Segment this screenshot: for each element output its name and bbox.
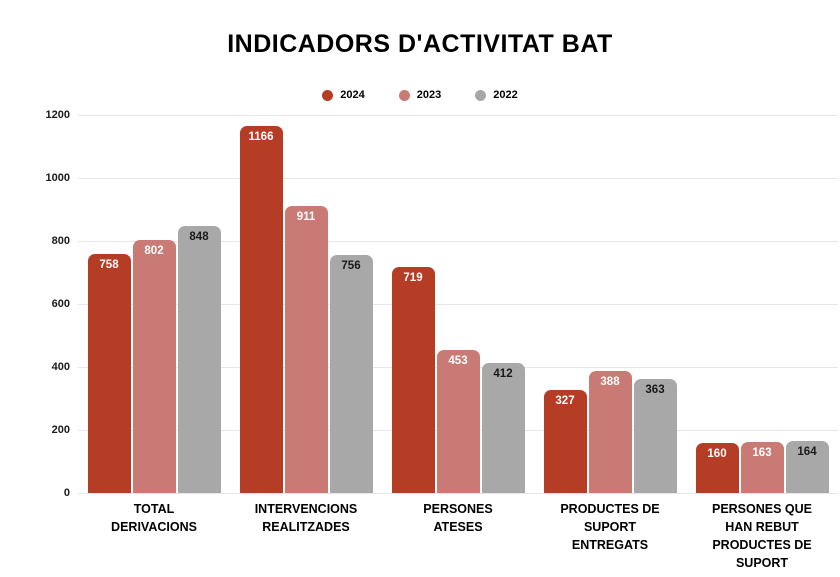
legend-swatch-icon — [398, 89, 410, 101]
bar-value-label: 848 — [189, 231, 209, 243]
legend-label: 2022 — [493, 89, 518, 101]
legend-item-2023: 2023 — [398, 89, 442, 101]
bar-value-label: 756 — [341, 260, 361, 272]
legend-label: 2024 — [340, 89, 365, 101]
legend-swatch-icon — [322, 89, 334, 101]
bar-2024: 758 — [87, 254, 131, 493]
x-axis-category-label: TOTAL DERIVACIONS — [111, 502, 197, 534]
bar-2023: 911 — [284, 206, 328, 493]
y-axis-tick-label: 800 — [51, 235, 70, 247]
bar-2022: 164 — [785, 441, 829, 493]
bar-2024: 1166 — [239, 126, 283, 493]
bar-group: 1166 911 756 — [230, 126, 382, 493]
gridline — [78, 241, 838, 242]
y-axis-tick-label: 0 — [63, 487, 70, 499]
bar-value-label: 719 — [403, 272, 423, 284]
bar-value-label: 453 — [448, 355, 468, 367]
bar-2024: 327 — [543, 390, 587, 493]
legend-item-2022: 2022 — [475, 89, 518, 101]
bar-2022: 756 — [329, 255, 373, 493]
y-axis-tick-label: 400 — [51, 361, 70, 373]
bar-value-label: 327 — [555, 395, 575, 407]
y-axis-tick-label: 1000 — [45, 172, 70, 184]
bar-2022: 363 — [633, 379, 677, 493]
bar-2023: 163 — [740, 442, 784, 493]
bar-value-label: 163 — [752, 447, 772, 459]
bar-2024: 160 — [695, 443, 739, 493]
gridline — [78, 178, 838, 179]
legend-label: 2023 — [416, 89, 442, 101]
bar-group: 719 453 412 — [382, 267, 534, 493]
bar-2023: 802 — [132, 240, 176, 493]
bar-value-label: 758 — [99, 259, 119, 271]
bar-2022: 848 — [177, 226, 221, 493]
gridline — [78, 493, 838, 494]
bar-value-label: 802 — [144, 245, 164, 257]
x-axis-category-label: INTERVENCIONS REALITZADES — [254, 502, 358, 534]
bar-2023: 388 — [588, 371, 632, 493]
x-axis-category-label: PERSONES QUE HAN REBUT PRODUCTES DE SUPO… — [711, 502, 813, 570]
legend-swatch-icon — [475, 89, 487, 101]
bar-value-label: 412 — [493, 368, 513, 380]
bar-value-label: 1166 — [248, 131, 274, 143]
y-axis-tick-label: 200 — [51, 424, 70, 436]
legend-item-2024: 2024 — [322, 89, 365, 101]
bar-value-label: 160 — [707, 448, 727, 460]
bar-2024: 719 — [391, 267, 435, 493]
bar-group: 327 388 363 — [534, 371, 686, 493]
bar-value-label: 388 — [600, 376, 620, 388]
y-axis-tick-label: 600 — [51, 298, 70, 310]
bar-value-label: 363 — [645, 384, 665, 396]
chart-legend: 2024 2023 2022 — [0, 89, 840, 101]
x-axis-category-label: PRODUCTES DE SUPORT ENTREGATS — [560, 502, 660, 552]
gridline — [78, 304, 838, 305]
bar-group: 758 802 848 — [78, 226, 230, 493]
bar-2023: 453 — [436, 350, 480, 493]
bar-2022: 412 — [481, 363, 525, 493]
gridline — [78, 115, 838, 116]
y-axis-tick-label: 1200 — [45, 109, 70, 121]
chart-title: INDICADORS D'ACTIVITAT BAT — [227, 30, 613, 58]
bar-value-label: 911 — [296, 211, 316, 223]
bar-value-label: 164 — [797, 446, 817, 458]
bar-group: 160 163 164 — [686, 441, 838, 493]
x-axis-category-label: PERSONES ATESES — [423, 502, 493, 534]
